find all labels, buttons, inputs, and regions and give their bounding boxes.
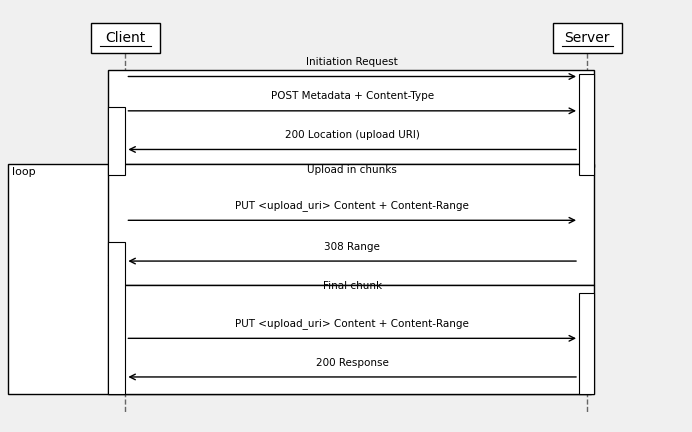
Text: Initiation Request: Initiation Request [307,57,398,67]
Bar [108,70,594,167]
Text: 200 Response: 200 Response [316,358,389,368]
Text: 200 Location (upload URI): 200 Location (upload URI) [285,130,419,140]
Bar [108,165,594,285]
Text: Upload in chunks: Upload in chunks [307,165,397,175]
Text: Server: Server [565,31,610,45]
Bar [579,293,594,394]
Bar [108,242,125,394]
Text: POST Metadata + Content-Type: POST Metadata + Content-Type [271,92,434,102]
Bar [108,107,125,175]
Text: 308 Range: 308 Range [325,241,380,251]
Bar [579,74,594,175]
Bar [8,165,591,394]
Text: Final chunk: Final chunk [322,281,382,291]
Text: Client: Client [105,31,145,45]
Text: PUT <upload_uri> Content + Content-Range: PUT <upload_uri> Content + Content-Range [235,318,469,329]
Text: loop: loop [12,167,35,177]
Bar [91,23,160,53]
Bar [108,285,594,394]
Bar [553,23,621,53]
Text: PUT <upload_uri> Content + Content-Range: PUT <upload_uri> Content + Content-Range [235,200,469,211]
